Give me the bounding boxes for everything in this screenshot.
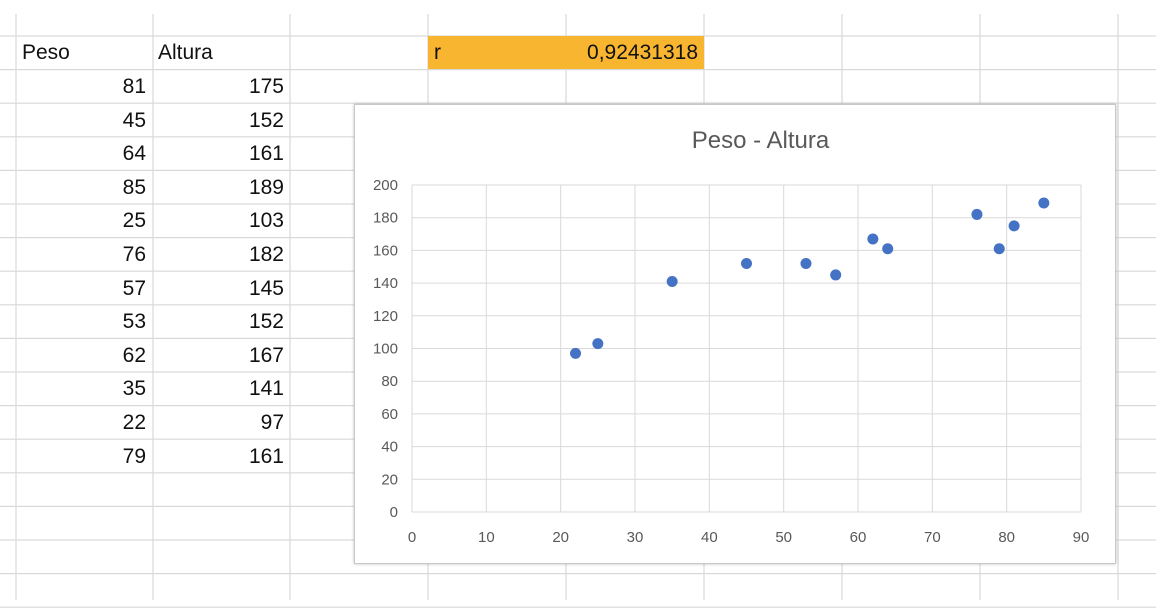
cell-peso[interactable]: 85: [122, 175, 146, 199]
cell-altura[interactable]: 97: [260, 411, 284, 434]
cell-peso[interactable]: 22: [122, 411, 146, 434]
y-tick-label: 120: [373, 308, 398, 325]
scatter-point: [882, 243, 894, 255]
header-altura[interactable]: Altura: [158, 41, 213, 64]
cell-peso[interactable]: 57: [122, 276, 146, 300]
cell-peso[interactable]: 76: [122, 243, 146, 266]
cell-peso[interactable]: 53: [122, 310, 146, 334]
x-tick-label: 30: [627, 529, 644, 546]
y-tick-label: 0: [390, 504, 398, 521]
scatter-point: [592, 338, 604, 350]
cell-peso[interactable]: 25: [122, 209, 146, 233]
r-label: r: [434, 41, 441, 64]
y-tick-label: 40: [381, 439, 398, 456]
header-peso[interactable]: Peso: [22, 41, 70, 64]
scatter-point: [1038, 197, 1050, 209]
x-tick-label: 20: [552, 529, 569, 546]
scatter-point: [830, 269, 842, 281]
cell-peso[interactable]: 64: [122, 142, 146, 166]
cell-peso[interactable]: 35: [122, 377, 146, 401]
scatter-chart[interactable]: Peso - Altura 0 20 40 60 80 100 120 140 160 180 200…: [354, 104, 1116, 564]
x-tick-label: 70: [924, 529, 941, 546]
cell-peso[interactable]: 79: [122, 444, 146, 468]
chart-title: Peso - Altura: [692, 127, 830, 154]
scatter-point: [800, 257, 812, 269]
y-tick-label: 60: [381, 406, 398, 423]
cell-altura[interactable]: 152: [248, 310, 284, 334]
y-tick-label: 160: [373, 242, 398, 259]
x-tick-label: 40: [701, 529, 718, 546]
scatter-point: [971, 208, 983, 220]
x-tick-label: 80: [998, 529, 1015, 546]
scatter-point: [1008, 220, 1020, 232]
scatter-point: [867, 233, 879, 245]
scatter-point: [666, 275, 678, 287]
y-tick-label: 80: [381, 373, 398, 390]
cell-peso[interactable]: 81: [122, 75, 146, 98]
cell-altura[interactable]: 161: [248, 142, 284, 166]
y-tick-label: 180: [373, 210, 398, 227]
x-tick-label: 50: [775, 529, 792, 546]
cell-altura[interactable]: 145: [248, 276, 284, 300]
x-tick-label: 90: [1073, 529, 1090, 546]
y-tick-label: 200: [373, 177, 398, 194]
x-tick-label: 0: [408, 529, 416, 546]
x-tick-label: 60: [850, 529, 867, 546]
y-tick-label: 100: [373, 341, 398, 358]
x-tick-label: 10: [478, 529, 495, 546]
cell-altura[interactable]: 182: [248, 243, 284, 266]
r-value: 0,92431318: [587, 41, 698, 64]
cell-altura[interactable]: 141: [248, 377, 284, 401]
r-coefficient-cell[interactable]: r 0,92431318: [428, 36, 704, 69]
scatter-point: [993, 243, 1005, 255]
y-tick-label: 20: [381, 471, 398, 488]
scatter-point: [570, 347, 582, 359]
cell-altura[interactable]: 175: [248, 75, 284, 98]
chart-canvas: Peso - Altura020406080100120140160180200…: [373, 127, 1090, 546]
cell-altura[interactable]: 161: [248, 444, 284, 468]
cell-peso[interactable]: 45: [122, 108, 146, 132]
cell-altura[interactable]: 167: [248, 343, 284, 367]
cell-peso[interactable]: 62: [122, 343, 146, 367]
cell-altura[interactable]: 103: [248, 209, 284, 233]
scatter-point: [741, 257, 752, 269]
cell-altura[interactable]: 189: [248, 175, 284, 199]
cell-altura[interactable]: 152: [248, 108, 284, 132]
y-tick-label: 140: [373, 275, 398, 292]
